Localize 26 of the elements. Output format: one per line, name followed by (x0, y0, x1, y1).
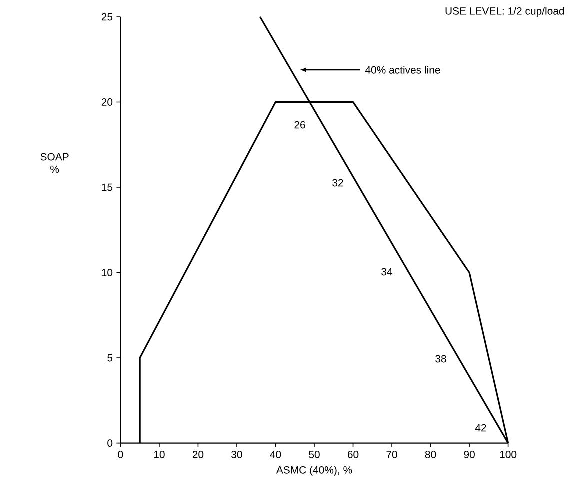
x-tick-label: 0 (118, 450, 124, 458)
x-tick-label: 50 (309, 450, 320, 458)
annotation: 32 (332, 179, 344, 187)
annotation: 34 (382, 268, 393, 276)
x-tick-label: 40 (270, 450, 282, 458)
x-tick-label: 30 (232, 450, 242, 458)
x-tick-label: 60 (348, 450, 359, 458)
annotation: 42 (475, 424, 486, 432)
text: USE LEVEL: 1/2 cup/load (446, 7, 564, 17)
y-tick-label: 5 (108, 354, 113, 362)
y-tick-label: 15 (102, 184, 113, 192)
y-tick-label: 25 (102, 13, 113, 21)
y-tick-label: 20 (102, 98, 113, 106)
x-tick-label: 90 (464, 450, 475, 458)
x-axis-title: ASMC (40%), % (276, 466, 352, 476)
x-tick-label: 20 (192, 450, 204, 458)
x-tick-label: 70 (386, 450, 398, 458)
y-axis-title: SOAP % (40, 153, 69, 174)
annotation: 40% actives line (365, 66, 440, 74)
y-tick-label: 0 (108, 440, 113, 448)
annotation: 38 (436, 355, 446, 363)
x-tick-label: 10 (154, 450, 165, 458)
y-tick-label: 10 (102, 269, 113, 276)
x-tick-label: 80 (425, 450, 436, 458)
x-tick-label: 100 (500, 450, 517, 458)
annotation: 26 (294, 121, 306, 129)
